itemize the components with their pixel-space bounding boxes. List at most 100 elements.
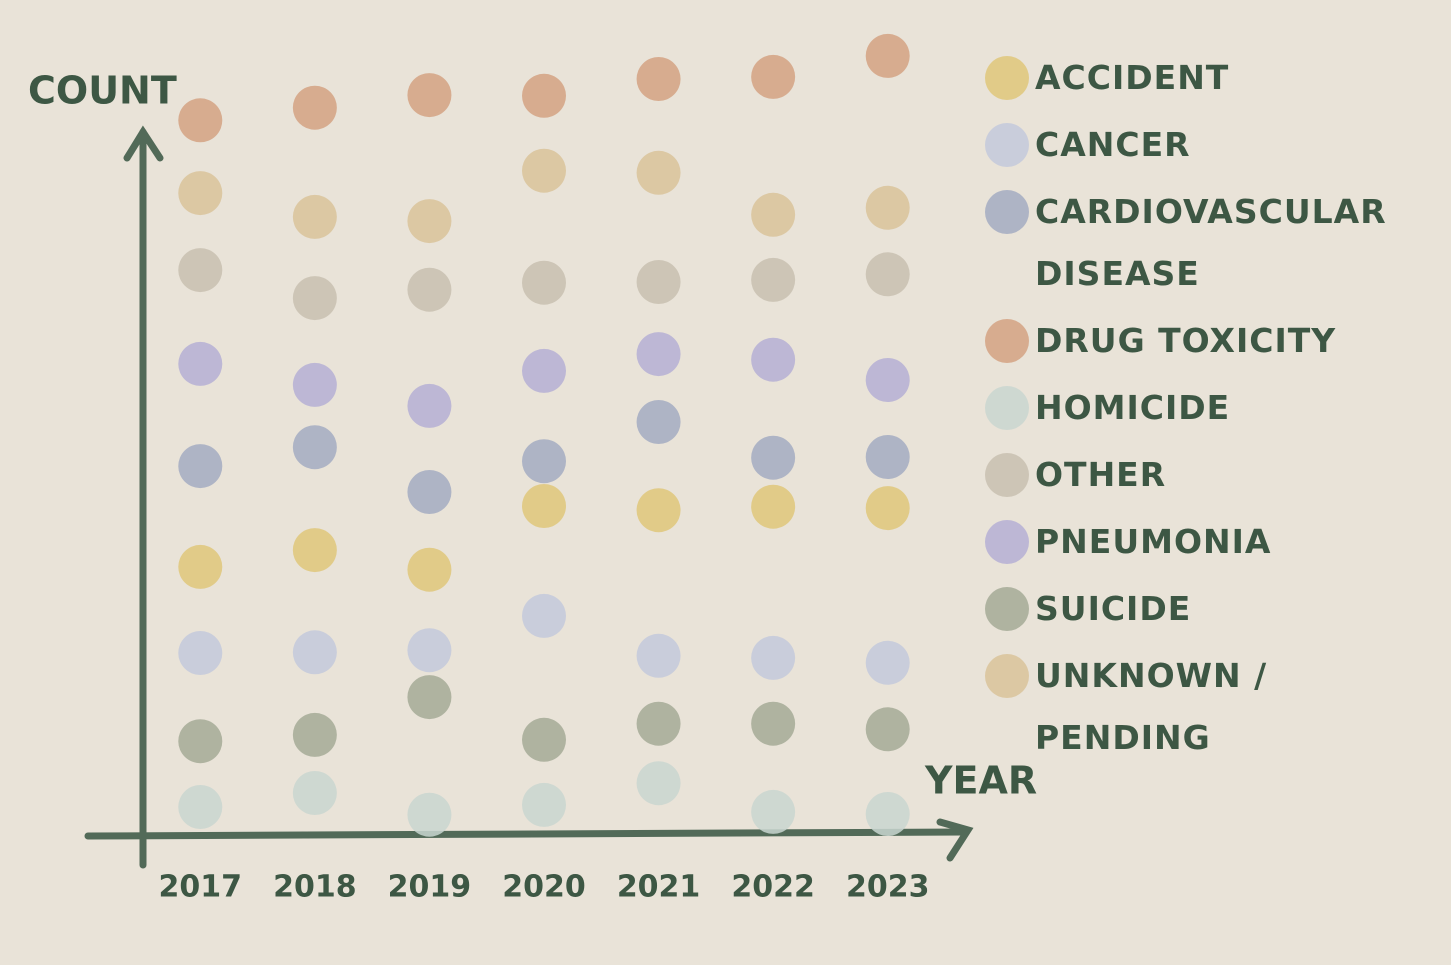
legend-label: PNEUMONIA <box>1035 522 1272 561</box>
dot <box>407 267 452 312</box>
dot <box>636 701 681 746</box>
legend-item: UNKNOWN / PENDING <box>985 654 1445 769</box>
dot <box>407 199 452 244</box>
y-axis-title: COUNT <box>28 69 177 113</box>
dot <box>636 150 681 195</box>
legend-item: CARDIOVASCULAR DISEASE <box>985 190 1445 305</box>
dot <box>636 488 681 533</box>
legend-label: OTHER <box>1035 455 1167 494</box>
dot <box>865 707 910 752</box>
dot <box>751 337 796 382</box>
legend-label: SUICIDE <box>1035 589 1192 628</box>
legend-swatch <box>985 453 1029 497</box>
dot <box>292 194 337 239</box>
dot <box>522 439 566 484</box>
x-arrow <box>936 818 974 862</box>
dot <box>636 633 681 678</box>
legend-swatch <box>985 123 1029 167</box>
dot <box>292 528 337 573</box>
dot <box>751 635 796 680</box>
legend-item: ACCIDENT <box>985 56 1445 109</box>
dot <box>522 593 566 638</box>
dot <box>407 73 452 118</box>
dot <box>865 185 910 230</box>
dot <box>407 792 452 837</box>
dot <box>292 712 337 757</box>
dot <box>522 782 566 827</box>
legend-label: ACCIDENT <box>1035 58 1230 97</box>
legend-item: OTHER <box>985 453 1445 506</box>
legend-label: CANCER <box>1035 125 1191 164</box>
dot <box>522 260 566 305</box>
dot <box>178 444 223 489</box>
legend-swatch <box>985 56 1029 100</box>
x-tick-label: 2020 <box>502 870 586 905</box>
dot <box>292 771 337 815</box>
dot <box>636 332 681 377</box>
legend-swatch <box>985 319 1029 363</box>
dot <box>178 341 223 386</box>
legend-label: DRUG TOXICITY <box>1035 321 1337 360</box>
dot <box>865 792 910 836</box>
legend-item: PNEUMONIA <box>985 520 1445 573</box>
axes <box>84 125 974 869</box>
dot <box>751 789 796 834</box>
dot <box>751 192 796 237</box>
dot <box>865 358 910 402</box>
legend-item: DRUG TOXICITY <box>985 319 1445 372</box>
dot <box>522 484 566 528</box>
dot <box>178 631 223 675</box>
dot <box>751 484 796 529</box>
dot <box>751 701 796 746</box>
legend-swatch <box>985 587 1029 631</box>
legend: ACCIDENT CANCER CARDIOVASCULAR DISEASE DRUG… <box>985 56 1445 769</box>
dot <box>178 98 223 143</box>
dot <box>865 486 910 531</box>
dot <box>407 675 452 720</box>
dot <box>292 630 337 675</box>
legend-swatch <box>985 520 1029 564</box>
dot <box>751 54 796 99</box>
dot <box>178 785 223 829</box>
dot <box>522 348 566 393</box>
legend-label: UNKNOWN / PENDING <box>1035 656 1268 757</box>
dot <box>865 640 910 685</box>
dot <box>865 252 910 297</box>
dot <box>407 628 452 673</box>
x-tick-label: 2022 <box>731 870 815 905</box>
dot <box>522 73 566 118</box>
legend-item: HOMICIDE <box>985 386 1445 439</box>
x-axis <box>84 828 969 840</box>
dot <box>636 260 681 304</box>
dot <box>292 362 337 407</box>
x-tick-label: 2021 <box>617 870 701 905</box>
y-arrow <box>123 125 164 162</box>
x-tick-label: 2019 <box>388 870 472 905</box>
dot <box>292 276 337 321</box>
dot <box>407 383 452 428</box>
dot <box>178 719 223 764</box>
dot <box>178 171 223 216</box>
dot <box>292 85 337 130</box>
dot <box>292 425 337 470</box>
dot <box>636 57 681 101</box>
legend-item: SUICIDE <box>985 587 1445 640</box>
dot <box>522 148 566 193</box>
dot <box>407 547 452 592</box>
dot <box>522 717 566 762</box>
dot <box>178 544 223 589</box>
dot <box>751 257 796 302</box>
dot <box>865 435 910 479</box>
x-tick-label: 2017 <box>159 870 243 905</box>
legend-swatch <box>985 190 1029 234</box>
dot <box>407 470 452 514</box>
x-tick-label: 2018 <box>273 870 357 905</box>
legend-label: HOMICIDE <box>1035 388 1231 427</box>
dot <box>178 248 223 293</box>
x-axis-title: YEAR <box>924 759 1037 803</box>
dot <box>636 400 681 444</box>
legend-label: CARDIOVASCULAR DISEASE <box>1035 192 1387 293</box>
dot <box>636 761 681 806</box>
dot <box>751 435 796 480</box>
